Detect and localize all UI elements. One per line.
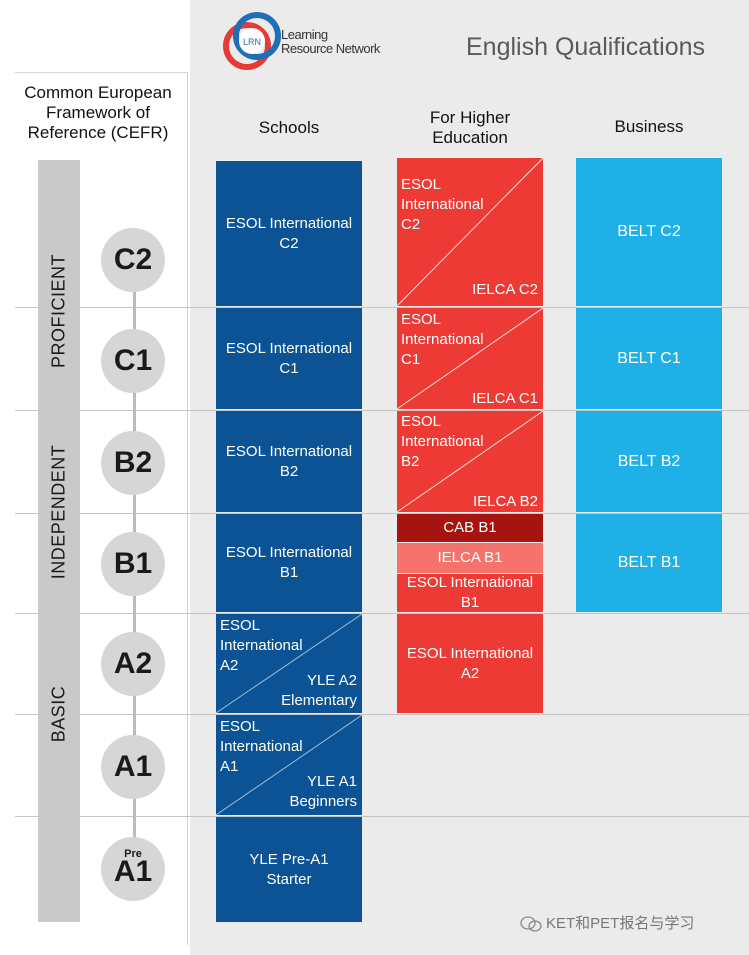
schools-esol-a2: ESOL International A2 xyxy=(220,617,303,674)
divider-a1-prea1 xyxy=(15,816,749,817)
schools-esol-c1: ESOL International C1 xyxy=(216,308,362,409)
schools-a1-split: ESOL International A1 YLE A1 Beginners xyxy=(216,715,362,815)
column-header-schools: Schools xyxy=(258,118,320,137)
divider-c2-c1 xyxy=(15,307,749,308)
level-a2: A2 xyxy=(101,632,165,696)
level-b2: B2 xyxy=(101,431,165,495)
higher-ielca-c1: IELCA C1 xyxy=(472,390,538,407)
business-belt-c1: BELT C1 xyxy=(576,308,722,409)
level-c2: C2 xyxy=(101,228,165,292)
level-pre-a1: Pre A1 xyxy=(101,837,165,901)
higher-esol-c2: ESOL International C2 xyxy=(401,176,484,233)
diagonal-divider xyxy=(397,308,543,409)
business-belt-b1: BELT B1 xyxy=(576,514,722,612)
level-b1: B1 xyxy=(101,532,165,596)
lrn-logo-icon: LRN xyxy=(223,12,281,70)
higher-c2-split: ESOL International C2 IELCA C2 xyxy=(397,158,543,306)
level-c1: C1 xyxy=(101,329,165,393)
wechat-icon xyxy=(520,916,542,932)
diagonal-divider xyxy=(397,411,543,512)
schools-esol-b1: ESOL International B1 xyxy=(216,514,362,612)
higher-esol-c1: ESOL International C1 xyxy=(401,311,484,368)
logo-badge: LRN xyxy=(243,37,261,47)
higher-ielca-b1: IELCA B1 xyxy=(397,543,543,573)
diagonal-divider xyxy=(216,715,362,815)
column-header-higher-education: For Higher Education xyxy=(429,108,511,147)
schools-esol-b2: ESOL International B2 xyxy=(216,411,362,512)
higher-c1-split: ESOL International C1 IELCA C1 xyxy=(397,308,543,409)
schools-yle-a2: YLE A2 Elementary xyxy=(281,672,357,709)
watermark: KET和PET报名与学习 xyxy=(520,912,694,933)
schools-yle-pre-a1: YLE Pre-A1 Starter xyxy=(216,817,362,922)
band-label-independent: INDEPENDENT xyxy=(48,444,69,580)
higher-ielca-b2: IELCA B2 xyxy=(472,493,538,510)
higher-esol-b2: ESOL International B2 xyxy=(401,413,484,470)
diagonal-divider xyxy=(397,158,543,306)
logo-text: Learning Resource Network xyxy=(281,27,380,56)
cefr-title: Common European Framework of Reference (… xyxy=(24,83,172,142)
lrn-logo: LRN xyxy=(214,10,394,72)
higher-b2-split: ESOL International B2 IELCA B2 xyxy=(397,411,543,512)
business-belt-c2: BELT C2 xyxy=(576,158,722,306)
higher-esol-a2: ESOL International A2 xyxy=(397,614,543,713)
divider-b2-b1 xyxy=(15,513,749,514)
diagonal-divider xyxy=(216,614,362,713)
divider-c1-b2 xyxy=(15,410,749,411)
divider-a2-a1 xyxy=(15,714,749,715)
schools-yle-a1: YLE A1 Beginners xyxy=(289,773,357,810)
band-bar xyxy=(38,160,80,922)
schools-esol-c2: ESOL International C2 xyxy=(216,161,362,306)
higher-cab-b1: CAB B1 xyxy=(397,514,543,542)
business-belt-b2: BELT B2 xyxy=(576,411,722,512)
band-label-proficient: PROFICIENT xyxy=(48,253,69,369)
schools-esol-a1: ESOL International A1 xyxy=(220,718,303,775)
schools-a2-split: ESOL International A2 YLE A2 Elementary xyxy=(216,614,362,713)
higher-ielca-c2: IELCA C2 xyxy=(472,281,538,298)
column-header-business: Business xyxy=(614,117,684,136)
higher-esol-b1: ESOL International B1 xyxy=(397,574,543,612)
divider-b1-a2 xyxy=(15,613,749,614)
page-title: English Qualifications xyxy=(466,33,706,61)
band-label-basic: BASIC xyxy=(48,685,69,743)
level-a1: A1 xyxy=(101,735,165,799)
